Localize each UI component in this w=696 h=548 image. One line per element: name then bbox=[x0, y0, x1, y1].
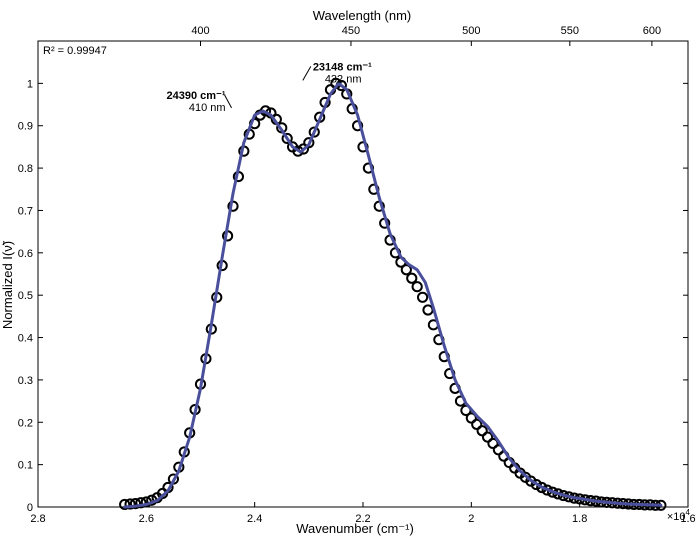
data-point bbox=[124, 498, 136, 510]
x-tick-label: 2.6 bbox=[139, 513, 154, 525]
x-tick-label: 1.6 bbox=[680, 513, 695, 525]
fit-line bbox=[123, 81, 663, 509]
annotation-wavelength: 432 nm bbox=[325, 73, 362, 85]
x-tick-label: 2.4 bbox=[247, 513, 262, 525]
x-tick-label: 2 bbox=[468, 513, 474, 525]
data-point bbox=[530, 478, 542, 491]
data-point bbox=[303, 137, 315, 149]
x-tick-label: 2.2 bbox=[355, 513, 370, 525]
annotation-wavenumber: 24390 cm⁻¹ bbox=[167, 90, 226, 102]
tick-marks bbox=[37, 41, 689, 508]
y-tick-label: 0.4 bbox=[18, 333, 33, 345]
plot-area bbox=[37, 40, 689, 508]
top-tick-label: 400 bbox=[191, 25, 209, 37]
annotation-arrow bbox=[224, 94, 232, 109]
data-point bbox=[481, 431, 494, 443]
data-point bbox=[471, 418, 483, 430]
annotation-arrow bbox=[302, 66, 312, 81]
r-squared-label: R² = 0.99947 bbox=[43, 45, 107, 57]
x-tick-label: 2.8 bbox=[30, 513, 45, 525]
y-tick-label: 1 bbox=[27, 78, 33, 90]
data-point bbox=[400, 264, 412, 276]
y-tick-labels: 0 0.1 0.2 0.3 0.4 0.5 0.6 0.7 0.8 0.9 1 bbox=[18, 78, 33, 514]
data-point bbox=[135, 497, 147, 509]
annotation-wavenumber: 23148 cm⁻¹ bbox=[313, 61, 372, 73]
y-tick-label: 0 bbox=[27, 502, 33, 514]
y-tick-label: 0.9 bbox=[18, 121, 33, 133]
y-tick-label: 0.6 bbox=[18, 248, 33, 260]
data-point bbox=[308, 126, 320, 138]
top-tick-label: 450 bbox=[342, 25, 360, 37]
data-point bbox=[297, 143, 310, 155]
top-tick-label: 600 bbox=[643, 25, 661, 37]
x-tick-label: 1.8 bbox=[572, 513, 587, 525]
top-tick-labels: 400 450 500 550 600 bbox=[191, 25, 661, 37]
y-tick-label: 0.5 bbox=[18, 290, 33, 302]
y-tick-label: 0.8 bbox=[18, 163, 33, 175]
data-point bbox=[487, 437, 499, 450]
y-tick-label: 0.2 bbox=[18, 417, 33, 429]
top-tick-label: 550 bbox=[561, 25, 579, 37]
top-axis-label: Wavelength (nm) bbox=[313, 8, 412, 23]
x-tick-labels: 2.8 2.6 2.4 2.2 2 1.8 1.6 bbox=[30, 513, 695, 525]
y-axis-label: Normalized I(ν̃) bbox=[0, 240, 15, 329]
x-axis-label: Wavenumber (cm⁻¹) bbox=[296, 521, 414, 536]
x-exponent-label: ×104 bbox=[667, 508, 691, 523]
data-point bbox=[465, 412, 477, 424]
top-tick-label: 500 bbox=[462, 25, 480, 37]
data-point bbox=[476, 425, 488, 437]
data-point bbox=[281, 132, 293, 145]
y-tick-label: 0.7 bbox=[18, 205, 33, 217]
data-point bbox=[351, 120, 364, 132]
data-point bbox=[129, 498, 142, 510]
data-point bbox=[119, 498, 131, 511]
data-point bbox=[416, 291, 429, 303]
annotation-wavelength: 410 nm bbox=[189, 102, 226, 114]
y-tick-label: 0.1 bbox=[18, 460, 33, 472]
data-point bbox=[406, 272, 418, 284]
data-point bbox=[411, 281, 423, 293]
y-tick-label: 0.3 bbox=[18, 375, 33, 387]
